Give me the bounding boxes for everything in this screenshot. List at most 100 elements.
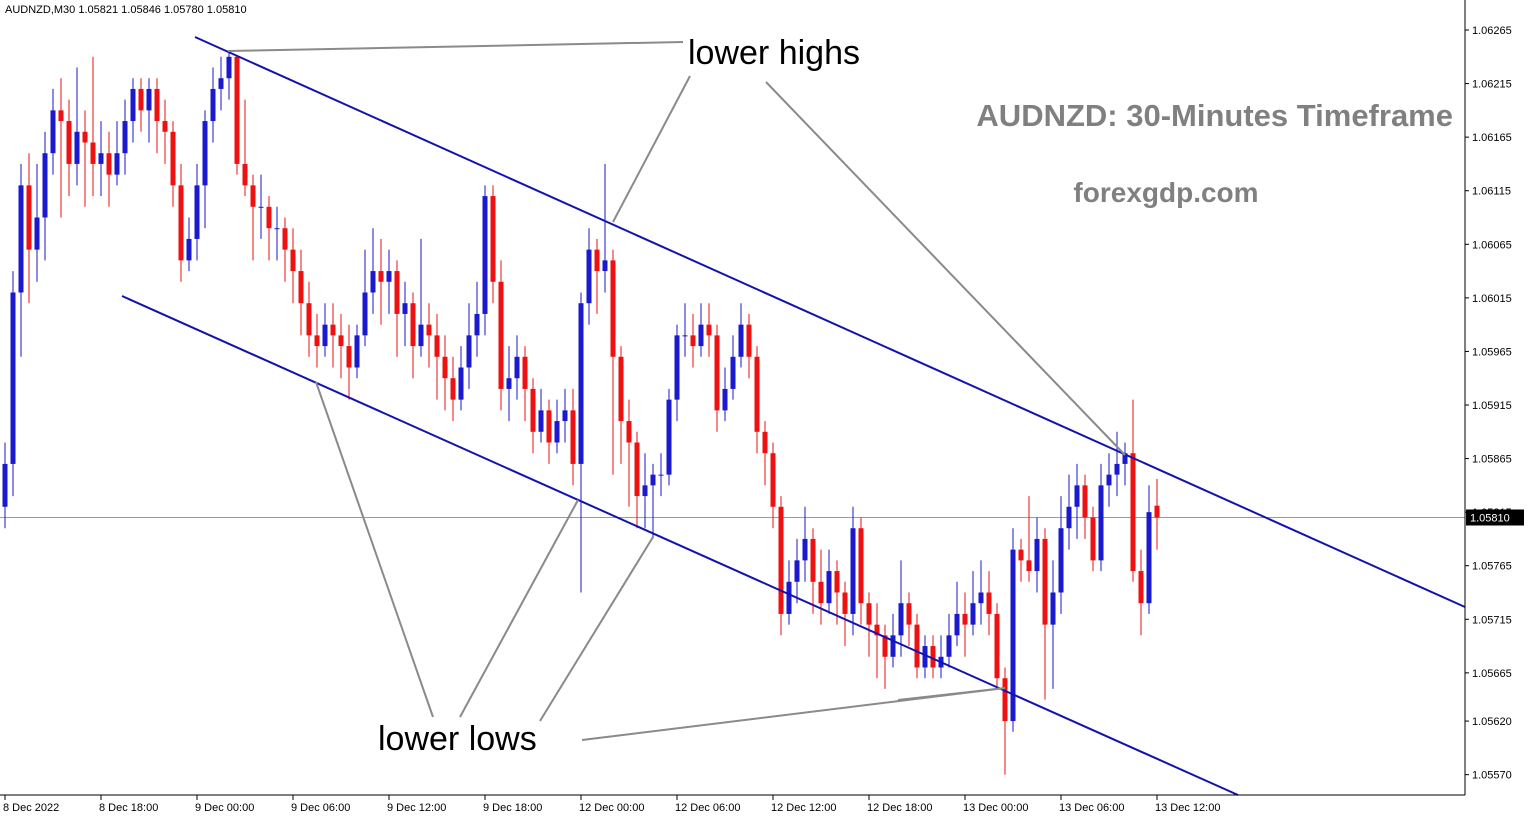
annotation: lower highs [688,34,860,72]
y-tick-label: 1.06265 [1472,25,1512,37]
candle-body [330,324,336,336]
candle-body [874,624,880,636]
candle-body [290,249,296,272]
candle-body [762,431,768,454]
candle-body [338,335,344,347]
candle-body [26,185,32,250]
connector [612,75,691,223]
candle-body [1074,485,1080,507]
candle-body [810,538,816,582]
candle-body [106,153,112,175]
y-tick-label: 1.05965 [1472,346,1512,358]
candle-body [370,271,376,293]
candle-body [146,88,152,111]
candle-body [162,121,168,132]
connector [897,687,1006,701]
candle-body [426,324,432,336]
candle-body [178,185,184,261]
candle-body [90,142,96,164]
candle-body [210,88,216,122]
candle-body [170,131,176,186]
candle-body [1146,512,1152,604]
candle-body [258,206,264,208]
candle-body [642,485,648,497]
candle-body [970,603,976,625]
candle-body [1026,560,1032,572]
connector [315,381,434,718]
y-tick-label: 1.05715 [1472,614,1512,626]
candle-body [1122,453,1128,464]
candle-body [450,378,456,400]
candle-body [18,185,24,293]
candle-body [906,603,912,625]
candle-body [154,88,160,122]
candle-body [522,356,528,389]
candle-body [34,217,40,250]
candle-body [994,613,1000,679]
candle-body [1082,485,1088,518]
candle-body [122,121,128,154]
x-tick-label: 13 Dec 06:00 [1059,802,1124,814]
candle-body [498,281,504,389]
candle-body [546,410,552,443]
y-tick-label: 1.05570 [1472,770,1512,782]
candle-body [1010,549,1016,722]
y-tick-label: 1.06015 [1472,293,1512,305]
candle-body [986,592,992,614]
candle-body [306,303,312,336]
candle-body [778,506,784,614]
candle-body [690,335,696,347]
candle-body [890,635,896,657]
candle-body [378,271,384,282]
candle-body [898,603,904,636]
y-tick-label: 1.06165 [1472,132,1512,144]
candle-body [954,613,960,636]
x-tick-label: 9 Dec 00:00 [195,802,254,814]
candle-body [786,581,792,614]
candle-body [594,249,600,272]
candle-body [50,110,56,154]
candle-body [626,421,632,443]
candle-body [754,356,760,432]
candle-body [866,603,872,625]
candle-body [698,324,704,347]
x-tick-label: 12 Dec 00:00 [579,802,644,814]
candle-body [746,324,752,357]
candle-body [1090,517,1096,561]
y-tick-label: 1.05865 [1472,454,1512,466]
candle-body [530,388,536,432]
candle-body [946,635,952,657]
candle-body [682,335,688,337]
candle-body [834,571,840,593]
candle-body [138,88,144,111]
candle-body [186,238,192,261]
candle-body [58,110,64,122]
candle-body [346,346,352,368]
candle-body [514,356,520,379]
candle-body [442,356,448,379]
candle-body [562,410,568,422]
candle-body [234,56,240,164]
candle-body [602,260,608,272]
candle-body [818,581,824,604]
y-tick-label: 1.06115 [1472,186,1511,198]
candle-body [850,528,856,614]
y-tick-label: 1.05915 [1472,400,1512,412]
candle-body [794,560,800,582]
candle-body [1106,474,1112,486]
candle-body [610,260,616,357]
candle-body [714,335,720,411]
candle-body [1066,506,1072,529]
candle-body [1058,528,1064,593]
timeframe-label: AUDNZD: 30-Minutes Timeframe [976,98,1453,133]
candle-body [314,335,320,347]
candle-body [802,538,808,561]
candle-body [618,356,624,422]
connector [459,499,579,718]
candle-body [402,303,408,314]
candle-body [674,335,680,400]
candle-body [434,335,440,357]
candle-body [466,335,472,368]
